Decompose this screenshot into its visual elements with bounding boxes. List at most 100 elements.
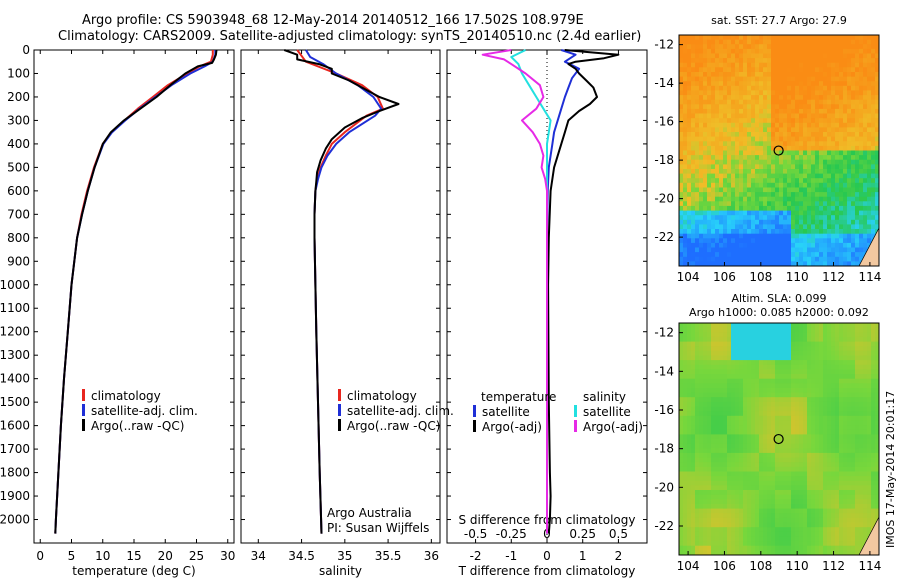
map-cell [767,192,772,198]
map-cell [799,476,804,482]
map-cell [687,513,692,519]
map-cell [703,369,708,375]
map-cell [871,132,876,138]
map-cell [735,327,740,333]
map-cell [687,99,692,105]
map-cell [807,90,812,96]
map-cell [847,224,852,230]
map-cell [835,201,840,207]
map-cell [783,401,788,407]
map-cell [787,169,792,175]
map-cell [795,72,800,78]
map-cell [843,247,848,253]
map-cell [731,531,736,537]
map-cell [823,504,828,510]
map-cell [847,550,852,556]
map-cell [771,132,776,138]
map-cell [787,374,792,380]
map-cell [775,76,780,82]
map-cell [839,178,844,184]
map-cell [807,471,812,477]
map-cell [779,360,784,366]
map-cell [703,48,708,54]
map-cell [847,490,852,496]
map-cell [851,67,856,73]
map-cell [835,383,840,389]
map-cell [751,341,756,347]
map-cell [767,443,772,449]
map-cell [735,95,740,101]
map-cell [767,485,772,491]
map-cell [723,233,728,239]
map-cell [771,187,776,193]
map-cell [791,67,796,73]
map-cell [843,531,848,537]
map-cell [875,76,880,82]
map-cell [687,229,692,235]
map-cell [851,136,856,142]
map-cell [839,132,844,138]
map-cell [763,388,768,394]
map-cell [851,485,856,491]
map-cell [783,39,788,45]
map-cell [851,229,856,235]
map-cell [735,452,740,458]
map-cell [755,383,760,389]
map-cell [875,192,880,198]
map-cell [679,550,684,556]
map-cell [791,485,796,491]
map-cell [811,99,816,105]
map-cell [771,252,776,258]
map-cell [739,99,744,105]
map-cell [731,141,736,147]
map-cell [723,132,728,138]
map-cell [815,261,820,267]
map-cell [811,113,816,119]
map-cell [851,517,856,523]
map-cell [779,229,784,235]
map-cell [747,406,752,412]
map-cell [767,457,772,463]
map-cell [691,369,696,375]
map-cell [799,44,804,50]
y-tick-label: 1400 [0,372,30,386]
map-cell [851,261,856,267]
map-cell [695,550,700,556]
map-cell [763,550,768,556]
map-cell [847,81,852,87]
map-cell [851,346,856,352]
map-cell [779,242,784,248]
map-cell [843,219,848,225]
map-cell [863,201,868,207]
map-cell [723,44,728,50]
map-cell [703,327,708,333]
map-cell [815,196,820,202]
map-cell [851,118,856,124]
map-cell [763,392,768,398]
map-cell [815,485,820,491]
map-cell [679,434,684,440]
map-cell [703,132,708,138]
map-cell [807,350,812,356]
map-cell [703,155,708,161]
map-cell [703,252,708,258]
map-cell [823,545,828,551]
map-cell [735,127,740,133]
map-cell [707,517,712,523]
map-cell [771,364,776,370]
map-cell [723,210,728,216]
map-cell [763,210,768,216]
map-cell [715,242,720,248]
map-cell [811,145,816,151]
map-cell [763,169,768,175]
map-cell [699,192,704,198]
map-cell [831,62,836,68]
map-cell [699,104,704,110]
map-cell [851,550,856,556]
map-cell [791,62,796,68]
map-cell [687,242,692,248]
map-cell [715,35,720,41]
map-cell [727,201,732,207]
map-cell [839,327,844,333]
map-cell [795,536,800,542]
